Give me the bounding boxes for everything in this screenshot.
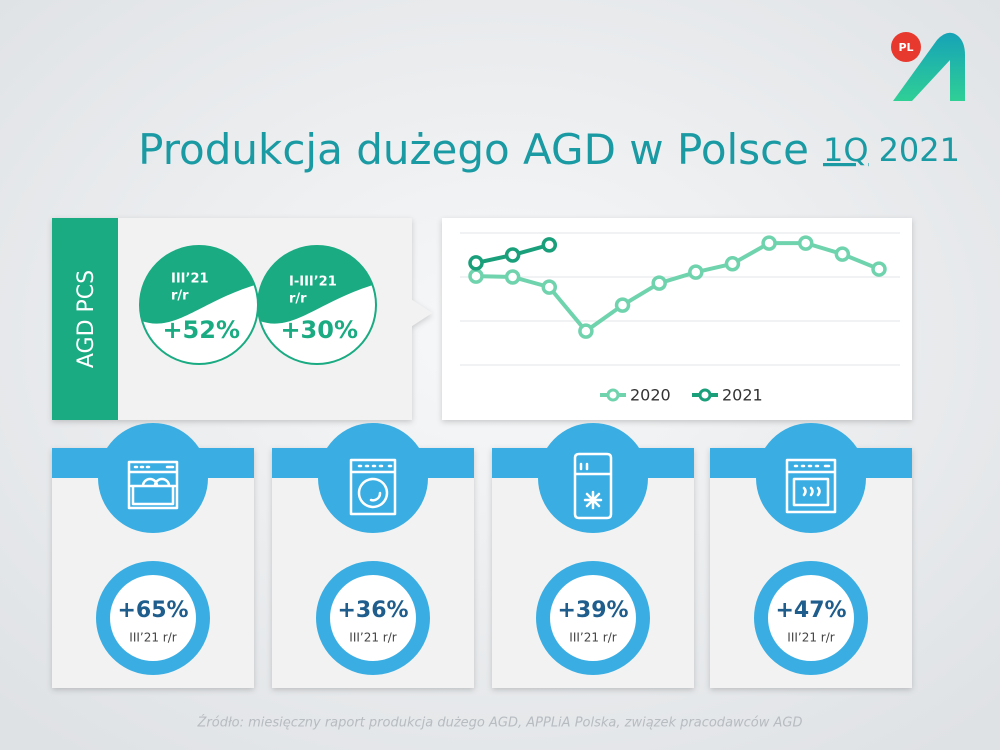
source: Źródło: miesięczny raport produkcja duże… [196, 715, 802, 731]
legend-marker [698, 388, 712, 402]
series-point [504, 269, 521, 285]
card-value: +39% [557, 598, 628, 623]
logo-badge [891, 32, 921, 62]
legend-label: 2020 [630, 386, 671, 405]
card-icon [349, 458, 397, 516]
card-note: III’21 r/r [349, 631, 396, 645]
card: +36% III’21 r/r [272, 423, 474, 688]
card-icon [127, 460, 179, 510]
series-point [468, 268, 484, 284]
series-point [834, 246, 851, 262]
legend-label: 2021 [722, 386, 763, 405]
card-value: +47% [775, 598, 846, 623]
badge-period: I-III’21 [289, 275, 337, 290]
card-icon [573, 452, 613, 520]
card-value: +65% [117, 598, 188, 623]
series-point [504, 247, 521, 263]
card-value: +36% [337, 598, 408, 623]
series-point [578, 323, 594, 339]
summary-badge: III’21 r/r +52% [139, 245, 259, 365]
card-ring [754, 561, 868, 675]
title: Produkcja dużego AGD w Polsce 1Q 2021 [138, 125, 960, 174]
series-point [541, 279, 558, 295]
title-period: 1Q [823, 131, 869, 169]
card-note: III’21 r/r [129, 631, 176, 645]
series-point [797, 235, 814, 251]
line-chart: 2020 2021 [460, 232, 900, 405]
card-ring [536, 561, 650, 675]
logo-mark [893, 32, 965, 101]
title-main: Produkcja dużego AGD w Polsce [138, 125, 809, 174]
card: +47% III’21 r/r [710, 423, 912, 688]
series-point [688, 264, 704, 280]
card-icon [785, 458, 837, 514]
series-point [871, 261, 887, 277]
badge-value: +30% [280, 316, 358, 344]
card: +65% III’21 r/r [52, 423, 254, 688]
series-point [724, 256, 741, 272]
title-year: 2021 [879, 131, 960, 169]
summary-badge: I-III’21 r/r +30% [257, 245, 377, 365]
card-tab [538, 423, 648, 533]
badge-period: III’21 [171, 272, 209, 287]
badge-unit: r/r [171, 289, 189, 304]
card-tab [98, 423, 208, 533]
legend-marker [606, 388, 620, 402]
series-point [651, 275, 667, 291]
summary-strip [52, 218, 118, 420]
badge-value: +52% [162, 316, 240, 344]
logo-text: PL [898, 41, 913, 54]
series-point [541, 237, 558, 253]
card-ring [96, 561, 210, 675]
card: +39% III’21 r/r [492, 423, 694, 688]
series-point [761, 235, 777, 251]
card-note: III’21 r/r [787, 631, 834, 645]
series-point [614, 297, 631, 313]
cards: +65% III’21 r/r +36% III’21 r/r +39% III’21 r… [52, 423, 912, 688]
badge-unit: r/r [289, 292, 307, 307]
series-point [468, 255, 484, 271]
summary-label: AGD PCS [74, 270, 99, 368]
card-note: III’21 r/r [569, 631, 616, 645]
card-ring [316, 561, 430, 675]
